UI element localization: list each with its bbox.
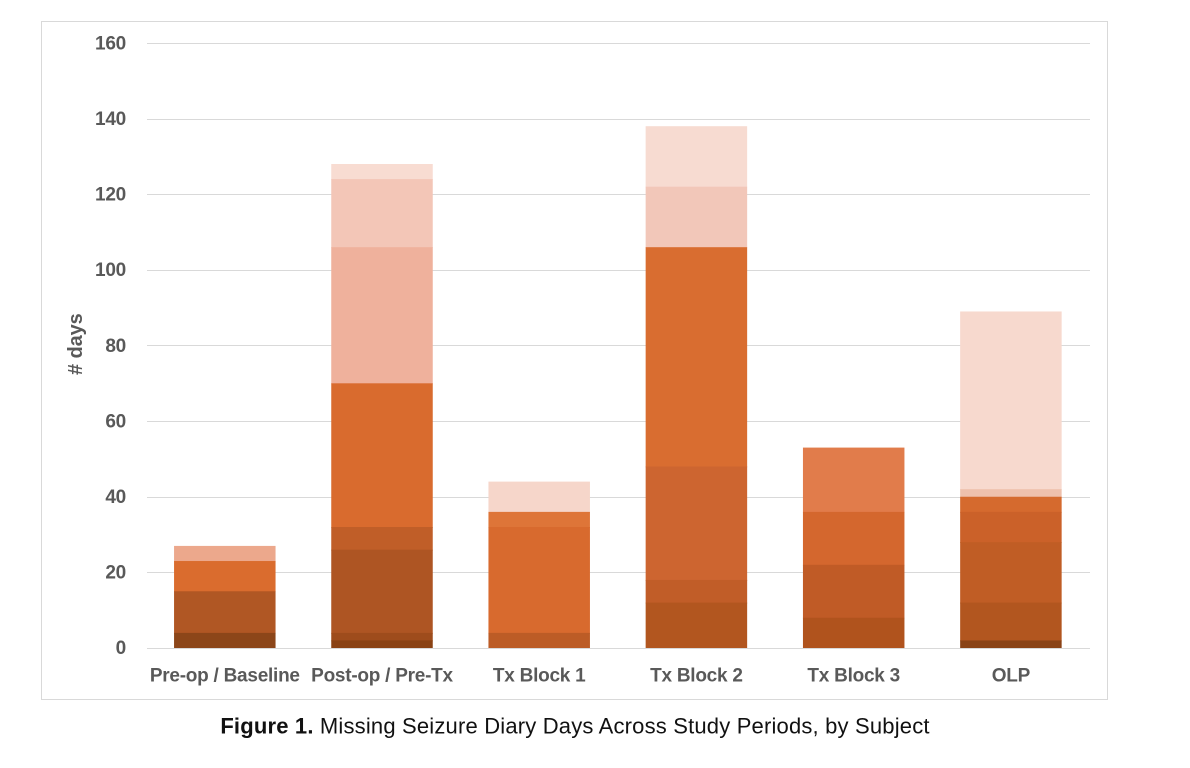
svg-text:Post-op / Pre-Tx: Post-op / Pre-Tx <box>311 666 453 687</box>
svg-text:0: 0 <box>116 638 126 659</box>
svg-text:Tx Block 1: Tx Block 1 <box>493 666 586 687</box>
svg-text:Pre-op / Baseline: Pre-op / Baseline <box>150 666 300 687</box>
svg-text:60: 60 <box>105 411 126 432</box>
svg-text:120: 120 <box>95 185 126 206</box>
svg-text:# days: # days <box>65 313 87 375</box>
svg-text:20: 20 <box>105 563 126 584</box>
svg-text:Figure 1. Missing Seizure Diar: Figure 1. Missing Seizure Diary Days Acr… <box>220 714 929 739</box>
svg-text:80: 80 <box>105 336 126 357</box>
svg-text:OLP: OLP <box>992 666 1031 687</box>
svg-text:160: 160 <box>95 33 126 54</box>
svg-text:Tx Block 2: Tx Block 2 <box>650 666 743 687</box>
svg-text:Tx Block 3: Tx Block 3 <box>807 666 900 687</box>
svg-text:140: 140 <box>95 109 126 130</box>
svg-text:100: 100 <box>95 260 126 281</box>
svg-text:40: 40 <box>105 487 126 508</box>
